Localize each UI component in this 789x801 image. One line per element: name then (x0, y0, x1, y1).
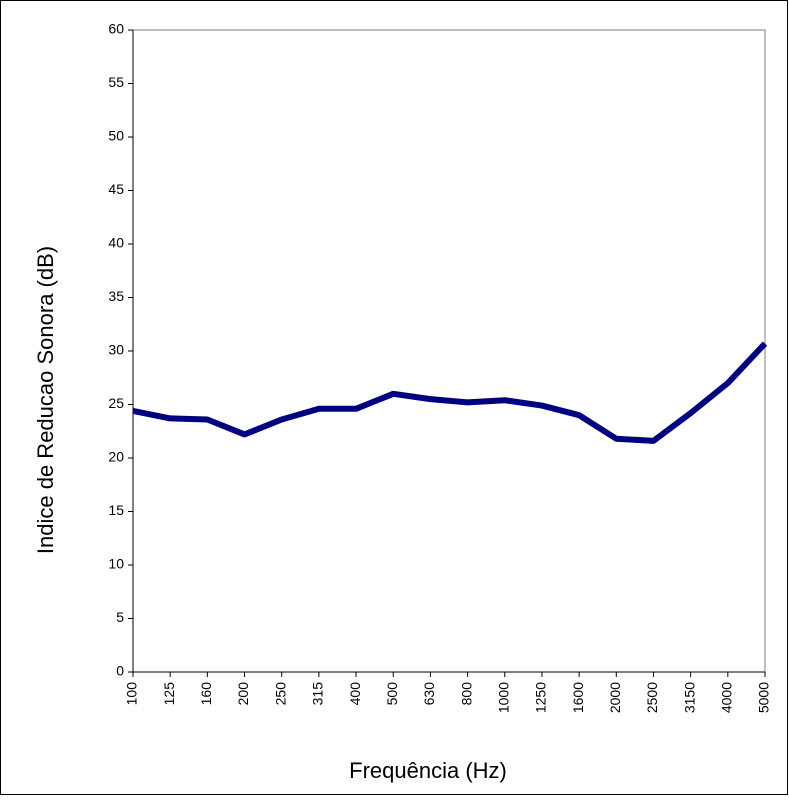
x-tick-label: 4000 (719, 682, 735, 713)
x-tick-label: 2000 (607, 682, 623, 713)
y-tick-label: 20 (108, 449, 124, 465)
y-tick-label: 25 (108, 395, 124, 411)
x-tick-label: 315 (310, 682, 326, 706)
x-tick-label: 800 (458, 682, 474, 706)
y-tick-label: 15 (108, 502, 124, 518)
x-tick-label: 1600 (570, 682, 586, 713)
data-line (132, 341, 768, 444)
x-tick-label: 100 (124, 682, 140, 706)
y-tick-label: 10 (108, 556, 124, 572)
x-tick-label: 1000 (495, 682, 511, 713)
x-tick-label: 630 (421, 682, 437, 706)
y-tick-label: 50 (108, 128, 124, 144)
y-tick-label: 40 (108, 235, 124, 251)
x-tick-label: 400 (347, 682, 363, 706)
x-tick-label: 1250 (533, 682, 549, 713)
y-tick-label: 30 (108, 342, 124, 358)
x-tick-label: 125 (161, 682, 177, 706)
y-tick-label: 45 (108, 181, 124, 197)
y-tick-label: 0 (116, 663, 124, 679)
x-tick-label: 250 (272, 682, 288, 706)
x-tick-label: 5000 (756, 682, 772, 713)
x-tick-label: 500 (384, 682, 400, 706)
x-tick-label: 3150 (681, 682, 697, 713)
x-tick-label: 160 (198, 682, 214, 706)
plot-area (132, 29, 766, 673)
x-axis-title: Frequência (Hz) (349, 758, 507, 783)
x-tick-label: 2500 (644, 682, 660, 713)
y-tick-label: 60 (108, 21, 124, 37)
y-axis-title: Indice de Reducao Sonora (dB) (33, 246, 58, 554)
y-tick-label: 5 (116, 609, 124, 625)
y-tick-label: 35 (108, 288, 124, 304)
y-tick-label: 55 (108, 74, 124, 90)
x-tick-label: 200 (235, 682, 251, 706)
